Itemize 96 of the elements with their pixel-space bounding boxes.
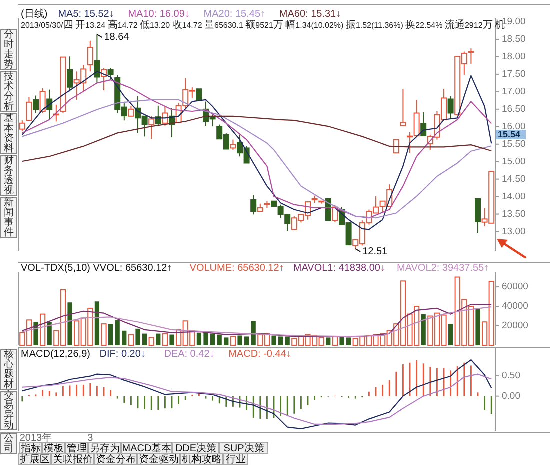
text: 模板 bbox=[44, 442, 64, 454]
series-label: DIF: 0.20↓ bbox=[100, 349, 146, 360]
annotation: 18.64 bbox=[104, 32, 130, 44]
bar bbox=[204, 332, 208, 346]
text: 新闻事件 bbox=[4, 196, 14, 239]
x-tick-label: 2013年 bbox=[20, 432, 52, 444]
bar bbox=[244, 336, 250, 346]
y-tick-label: 0.00 bbox=[502, 390, 520, 402]
text: 分时走势 bbox=[4, 28, 14, 71]
y-tick-label: 18.50 bbox=[502, 34, 526, 45]
text: MA5: 15.52↓ bbox=[58, 9, 114, 20]
text: MA10: 16.09↓ bbox=[128, 9, 190, 20]
bar bbox=[94, 302, 100, 346]
bar bbox=[230, 336, 236, 346]
text: 关联报价 bbox=[53, 454, 93, 465]
y-tick-label: 15.50 bbox=[502, 138, 526, 150]
bar bbox=[128, 334, 134, 346]
bar bbox=[148, 337, 154, 346]
text: 技术分析 bbox=[3, 70, 14, 113]
bar bbox=[251, 321, 256, 346]
bar bbox=[162, 333, 168, 346]
y-tick-label: 18.00 bbox=[502, 51, 526, 62]
candlestick bbox=[475, 198, 481, 234]
bar bbox=[346, 338, 352, 346]
candlestick bbox=[420, 112, 427, 136]
bar bbox=[40, 314, 46, 346]
text: 交易异动 bbox=[4, 390, 14, 432]
text: DEA: 0.42↓ bbox=[164, 349, 215, 360]
bar bbox=[285, 336, 290, 346]
bar bbox=[136, 328, 140, 346]
text: SUP决策 bbox=[224, 442, 264, 454]
text: 机构攻略 bbox=[182, 454, 222, 465]
candlestick bbox=[26, 96, 32, 122]
bar bbox=[476, 308, 480, 346]
text: MAVOL1: 41838.00↓ bbox=[293, 263, 386, 274]
bar bbox=[122, 330, 127, 346]
x-tick-label: 3 bbox=[88, 433, 94, 444]
text: 核心题材 bbox=[3, 348, 14, 391]
text: 资金分布 bbox=[96, 454, 136, 465]
bar bbox=[101, 324, 107, 346]
line-series bbox=[22, 374, 492, 426]
bar bbox=[170, 334, 174, 346]
text: 指标 bbox=[20, 442, 41, 454]
candlestick bbox=[46, 89, 53, 120]
text: DDE决策 bbox=[175, 442, 217, 454]
text: 公司 bbox=[4, 432, 14, 455]
text: VOLUME: 65630.12↑ bbox=[190, 263, 284, 274]
annotation: 12.51 bbox=[362, 246, 388, 258]
bar bbox=[224, 338, 229, 346]
candlestick bbox=[393, 139, 400, 154]
bar bbox=[196, 332, 202, 346]
y-tick-label: 40000 bbox=[502, 301, 528, 312]
text: MA20: 15.45↑ bbox=[204, 9, 266, 20]
bar bbox=[278, 336, 284, 346]
chart-title: MACD(12,26,9) bbox=[21, 349, 90, 360]
line-series bbox=[22, 359, 492, 430]
y-tick-label: 14.50 bbox=[502, 174, 526, 185]
y-tick-label: 20000 bbox=[502, 320, 528, 332]
text: 扩展区 bbox=[20, 454, 50, 465]
bar bbox=[217, 334, 222, 346]
y-tick-label: 13.50 bbox=[502, 208, 526, 220]
candlestick bbox=[196, 88, 202, 102]
y-tick-label: 17.00 bbox=[502, 86, 526, 98]
y-tick-label: 17.50 bbox=[502, 68, 526, 80]
text: 管理 bbox=[67, 444, 87, 454]
chart-title: (日线) bbox=[21, 8, 48, 20]
bar bbox=[68, 302, 72, 346]
bar bbox=[238, 336, 242, 346]
bar bbox=[421, 314, 426, 346]
bar bbox=[142, 334, 148, 346]
candlestick bbox=[400, 88, 406, 126]
bar bbox=[272, 336, 276, 346]
bar bbox=[448, 324, 454, 346]
text: 行业 bbox=[226, 454, 246, 465]
text: 财务透视 bbox=[4, 154, 14, 197]
y-tick-label: 60000 bbox=[502, 282, 528, 293]
text: 另存为 bbox=[90, 442, 120, 454]
text: 资金驱动 bbox=[139, 454, 179, 465]
chart-title: VOL-TDX(5,10) VVOL: 65630.12↑ bbox=[21, 263, 172, 274]
bar bbox=[210, 334, 216, 346]
text: 基本资料 bbox=[4, 112, 14, 155]
y-tick-label: 14.00 bbox=[502, 191, 526, 202]
y-tick-label: 0.50 bbox=[502, 370, 520, 382]
text: MAVOL2: 39437.55↑ bbox=[397, 263, 490, 274]
bar bbox=[34, 322, 38, 346]
bar bbox=[47, 322, 52, 346]
text: MACD基本 bbox=[122, 442, 172, 454]
text: MA60: 15.31↓ bbox=[279, 9, 342, 20]
y-tick-label: 15.00 bbox=[502, 156, 526, 168]
bar bbox=[156, 334, 161, 346]
y-tick-label: 13.00 bbox=[502, 226, 526, 238]
bar bbox=[115, 320, 120, 346]
y-tick-label: 16.50 bbox=[502, 104, 526, 115]
bar bbox=[326, 338, 331, 346]
text: MACD: -0.44↓ bbox=[228, 349, 292, 360]
bar bbox=[108, 324, 114, 346]
